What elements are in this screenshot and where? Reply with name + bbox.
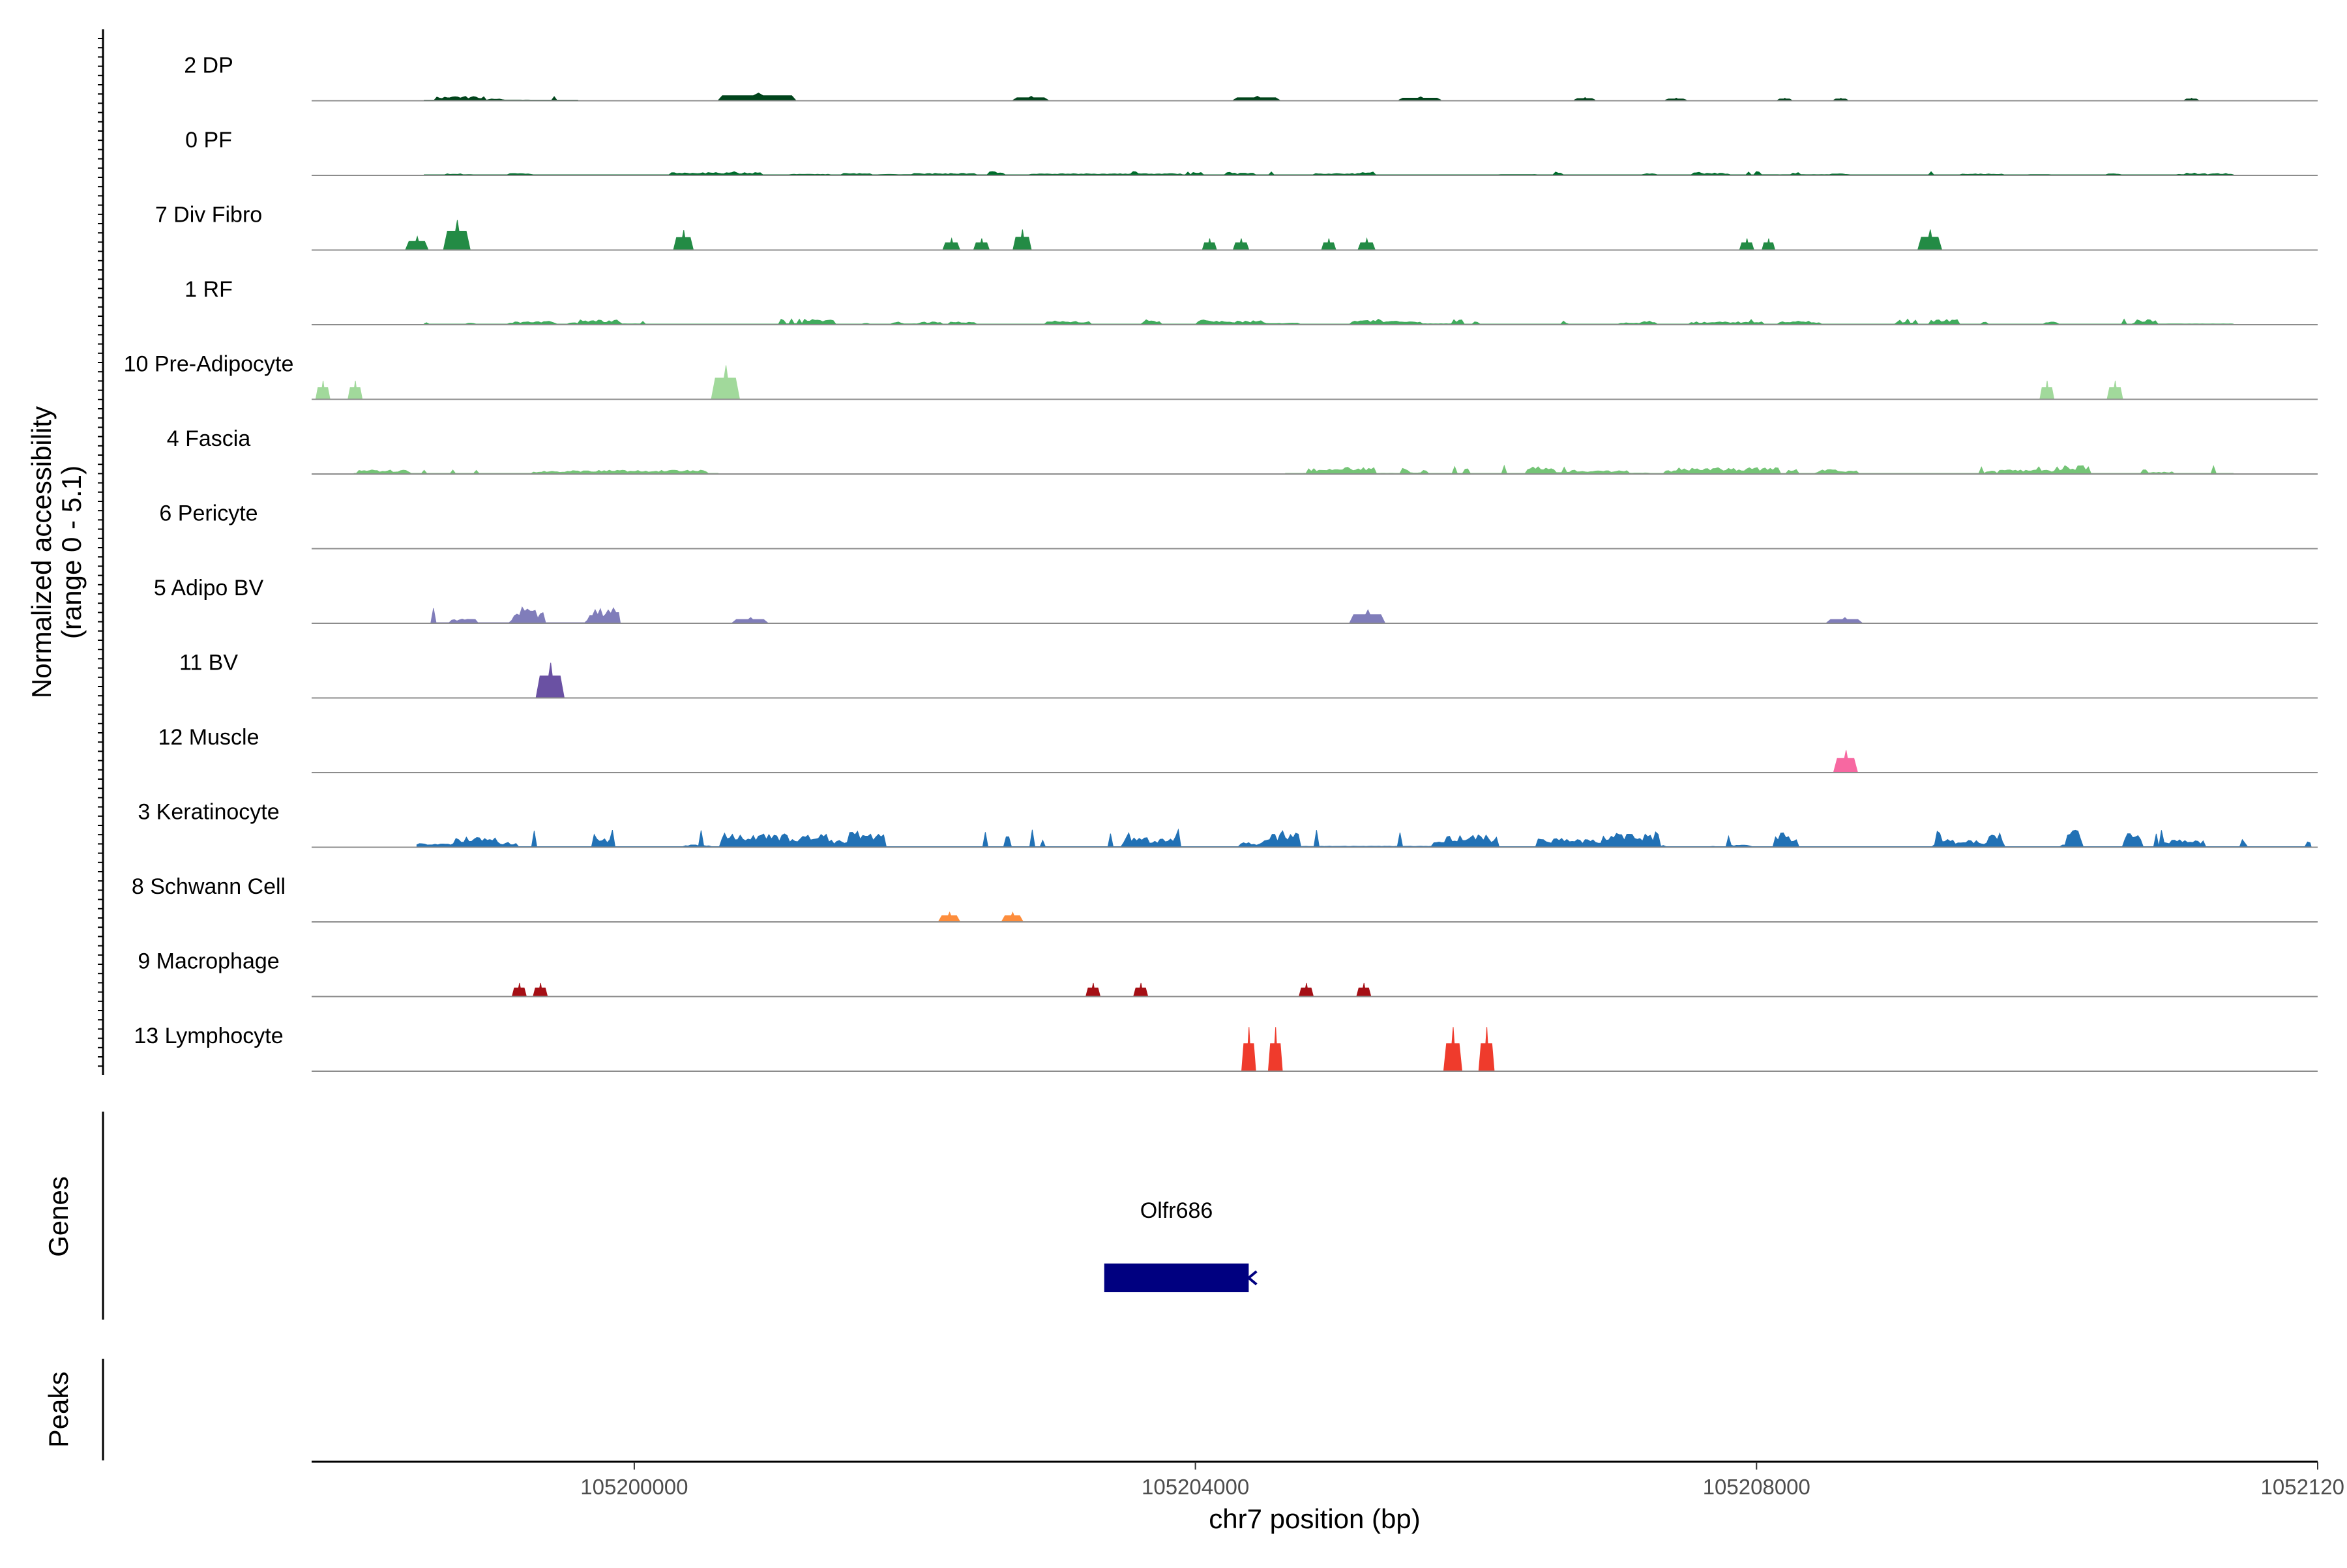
track-label: 10 Pre-Adipocyte (124, 352, 294, 377)
coverage-peak (1833, 97, 1848, 100)
coverage-peak (1356, 983, 1372, 996)
coverage-peak (416, 828, 2312, 847)
coverage-peak (1267, 1027, 1283, 1071)
track-label: 9 Macrophage (138, 949, 279, 974)
track-9-macrophage (312, 983, 2318, 998)
track-2-dp (312, 93, 2318, 102)
track-label: 5 Adipo BV (154, 576, 264, 600)
coverage-peak (1762, 238, 1775, 250)
track-label: 13 Lymphocyte (134, 1024, 283, 1048)
track-label: 2 DP (184, 53, 233, 78)
coverage-peak (1085, 983, 1100, 996)
coverage-peak (942, 237, 960, 250)
x-tick-label: 105200000 (580, 1475, 688, 1499)
track-label: 11 BV (179, 651, 238, 675)
coverage-tracks (312, 93, 2318, 1072)
track-label: 0 PF (185, 128, 232, 153)
track-13-lymphocyte (312, 1027, 2318, 1072)
track-4-fascia (312, 464, 2318, 475)
coverage-peak (533, 983, 548, 996)
coverage-peak (1665, 98, 1687, 100)
track-label: 4 Fascia (167, 426, 251, 451)
coverage-peak (1917, 229, 1942, 250)
track-0-pf (312, 171, 2318, 176)
coverage-peak (430, 606, 621, 623)
coverage-peak (405, 235, 429, 250)
coverage-peak (347, 380, 363, 399)
track-labels: 2 DP 0 PF 7 Div Fibro 1 RF 10 Pre-Adipocyte 4… (124, 53, 294, 1049)
track-5-adipo-bv (312, 606, 2318, 624)
coverage-peak (1202, 238, 1217, 250)
coverage-peak (535, 662, 565, 698)
gene-body (1104, 1264, 1249, 1292)
coverage-peak (1012, 229, 1032, 250)
genes-layer: Olfr686 (1104, 1198, 1258, 1292)
coverage-peak (731, 617, 769, 623)
coverage-peak (1241, 1027, 1256, 1071)
coverage-peak (1739, 238, 1754, 250)
accessibility-axis (98, 29, 104, 1075)
track-label: 1 RF (185, 277, 233, 302)
coverage-peak (1133, 983, 1149, 996)
coverage-peak (1233, 238, 1250, 250)
coverage-peak (1776, 97, 1793, 100)
x-axis: 105200000 105204000 105208000 1052120 (312, 1460, 2344, 1499)
coverage-peak (2039, 380, 2055, 399)
coverage-peak (1321, 238, 1336, 250)
coverage-peak (1398, 96, 1441, 100)
track-12-muscle (312, 750, 2318, 773)
track-label: 12 Muscle (158, 725, 259, 750)
track-11-bv (312, 662, 2318, 699)
peaks-panel-label: Peaks (43, 1372, 74, 1448)
coverage-peak (315, 380, 331, 399)
coverage-peak (1357, 237, 1376, 250)
coverage-peak (1299, 983, 1314, 996)
coverage-peak (1833, 750, 1858, 773)
x-tick-label: 1052120 (2261, 1475, 2344, 1499)
coverage-peak (711, 365, 740, 399)
track-label: 6 Pericyte (159, 501, 258, 526)
x-tick-label: 105208000 (1703, 1475, 1810, 1499)
coverage-peak (424, 96, 578, 101)
coverage-peak (1478, 1027, 1495, 1071)
coverage-peak (973, 238, 990, 250)
coverage-peak (443, 220, 471, 250)
x-axis-title: chr7 position (bp) (1209, 1503, 1421, 1534)
coverage-peak (1232, 96, 1281, 100)
track-3-keratinocyte (312, 828, 2318, 848)
coverage-peak (1349, 609, 1385, 623)
coverage-peak (673, 230, 694, 250)
gene-strand-arrow (1247, 1270, 1258, 1286)
genes-panel-label: Genes (43, 1176, 74, 1257)
coverage-peak (1001, 911, 1024, 922)
y-axis-title: Normalized accessibility (26, 406, 57, 698)
coverage-peak (1012, 96, 1050, 100)
y-axis-range-note: (range 0 - 5.1) (56, 466, 87, 639)
track-label: 8 Schwann Cell (132, 874, 286, 899)
coverage-peak (1574, 96, 1596, 100)
gene-name: Olfr686 (1140, 1198, 1213, 1223)
coverage-peak (2106, 380, 2123, 399)
track-label: 7 Div Fibro (155, 203, 262, 228)
track-7-div-fibro (312, 220, 2318, 251)
coverage-peak (717, 93, 797, 100)
coverage-peak (2183, 97, 2200, 100)
coverage-peak (937, 911, 960, 922)
x-tick-label: 105204000 (1142, 1475, 1249, 1499)
track-10-pre-adipocyte (312, 365, 2318, 400)
coverage-peak (1443, 1027, 1462, 1071)
coverage-peak (512, 983, 527, 996)
coverage-peak (1825, 617, 1863, 623)
track-label: 3 Keratinocyte (138, 800, 279, 825)
track-8-schwann-cell (312, 911, 2318, 923)
track-1-rf (312, 318, 2318, 325)
